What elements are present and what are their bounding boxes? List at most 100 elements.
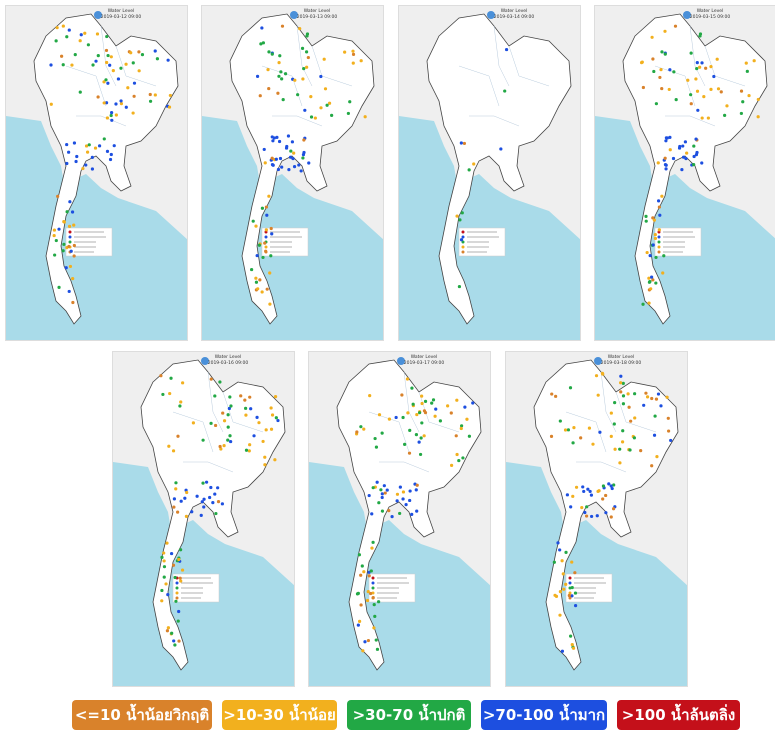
station-dot	[191, 421, 196, 425]
station-dot	[658, 213, 662, 217]
station-dot	[653, 233, 657, 237]
station-dot	[660, 86, 664, 91]
station-dot	[739, 111, 743, 116]
station-dot	[586, 487, 590, 491]
station-dot	[666, 416, 670, 420]
station-dot	[351, 49, 355, 53]
station-dot	[597, 489, 601, 493]
station-dot	[84, 163, 88, 167]
station-dot	[290, 140, 295, 144]
station-dot	[560, 559, 564, 563]
station-dot	[104, 101, 109, 105]
station-dot	[169, 376, 173, 380]
station-dot	[266, 68, 270, 72]
station-dot	[185, 490, 189, 495]
station-dot	[689, 51, 693, 55]
station-dot	[54, 39, 58, 43]
station-dot	[619, 390, 623, 394]
station-dot	[663, 163, 668, 167]
station-dot	[221, 411, 225, 415]
legend-badge: >10-30 น้ำน้อย	[222, 700, 337, 730]
station-dot	[114, 102, 118, 106]
station-dot	[96, 54, 100, 58]
station-dot	[372, 626, 376, 630]
station-dot	[564, 550, 568, 554]
station-dot	[419, 436, 423, 440]
station-dot	[467, 168, 471, 172]
station-dot	[574, 485, 579, 489]
station-dot	[594, 374, 599, 378]
station-dot	[744, 61, 748, 65]
station-dot	[639, 60, 644, 65]
station-dot	[280, 77, 284, 81]
station-dot	[62, 242, 66, 246]
station-dot	[278, 156, 283, 161]
station-dot	[161, 392, 165, 397]
station-dot	[65, 210, 69, 214]
station-dot	[415, 483, 419, 487]
station-dot	[694, 77, 698, 81]
station-dot	[264, 428, 268, 432]
station-dot	[387, 509, 391, 513]
station-dot	[417, 440, 421, 444]
station-dot	[692, 144, 696, 148]
station-dot	[343, 50, 347, 54]
station-dot	[179, 579, 183, 583]
station-dot	[401, 497, 405, 501]
station-dot	[612, 422, 616, 426]
station-dot	[276, 167, 281, 172]
station-dot	[415, 412, 419, 417]
station-dot	[664, 139, 668, 143]
station-dot	[621, 394, 626, 398]
station-dot	[105, 60, 109, 65]
station-dot	[618, 447, 622, 451]
map-base	[506, 352, 687, 686]
station-dot	[655, 455, 659, 459]
panel-date: 2019-03-18 09:00	[601, 360, 642, 366]
station-dot	[379, 488, 383, 492]
station-dot	[653, 236, 658, 241]
station-dot	[86, 43, 90, 47]
station-dot	[249, 407, 253, 411]
station-dot	[172, 497, 177, 501]
station-dot	[102, 137, 106, 141]
station-dot	[433, 414, 437, 418]
station-dot	[140, 53, 145, 57]
station-dot	[305, 65, 309, 69]
station-dot	[458, 218, 462, 222]
station-dot	[689, 102, 693, 106]
station-dot	[373, 436, 377, 441]
station-dot	[367, 574, 371, 578]
station-dot	[52, 228, 57, 232]
station-dot	[674, 97, 678, 102]
station-dot	[49, 102, 53, 106]
station-dot	[243, 398, 247, 402]
station-dot	[119, 101, 124, 106]
station-dot	[684, 156, 688, 161]
station-dot	[375, 647, 380, 651]
station-dot	[621, 402, 626, 406]
station-dot	[570, 560, 574, 564]
station-dot	[581, 485, 585, 489]
station-dot	[669, 438, 673, 443]
station-dot	[90, 155, 94, 159]
station-dot	[499, 147, 503, 151]
station-dot	[257, 243, 262, 247]
station-dot	[78, 90, 82, 94]
station-dot	[171, 563, 176, 567]
panel-date: 2019-03-14 09:00	[494, 14, 535, 20]
station-dot	[70, 63, 74, 67]
station-dot	[270, 163, 275, 167]
station-dot	[309, 115, 314, 119]
station-dot	[167, 444, 171, 448]
station-dot	[209, 377, 213, 381]
station-dot	[214, 511, 218, 516]
station-dot	[588, 489, 592, 494]
station-dot	[201, 481, 205, 485]
station-dot	[689, 93, 693, 97]
station-dot	[383, 491, 387, 495]
station-dot	[366, 590, 370, 594]
station-dot	[667, 429, 671, 433]
station-dot	[663, 52, 667, 56]
